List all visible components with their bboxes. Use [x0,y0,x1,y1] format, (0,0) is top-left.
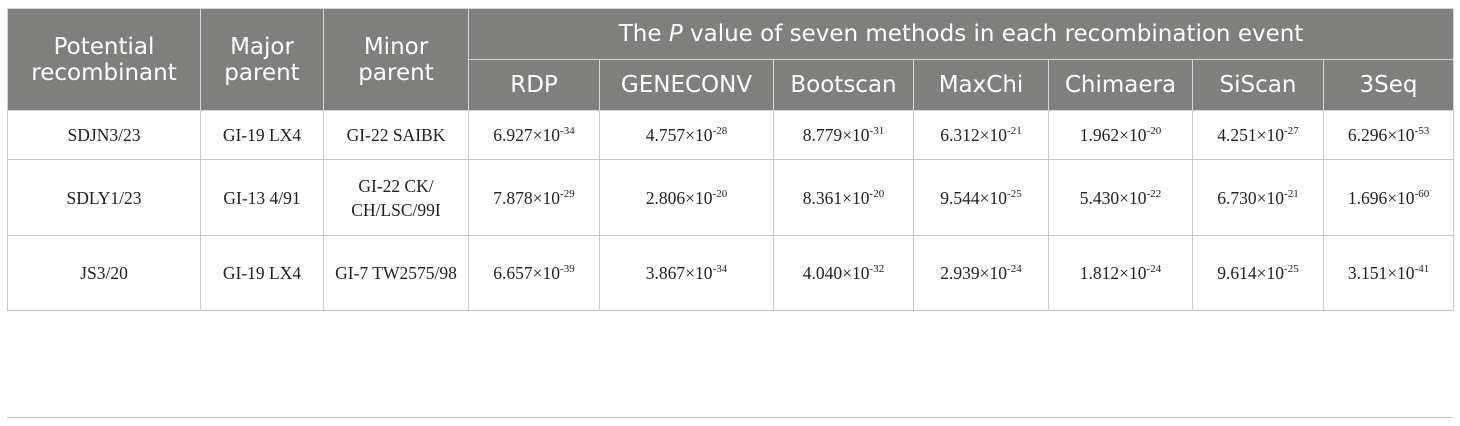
p-mantissa: 4.251×10 [1217,125,1285,145]
p-mantissa: 3.867×10 [645,263,713,283]
cell-p-siscan: 9.614×10-25 [1192,235,1324,311]
cell-major-parent: GI-19 LX4 [200,110,324,160]
header-group-p: P [668,21,683,47]
table-body: SDJN3/23 GI-19 LX4 GI-22 SAIBK 6.927×10-… [7,110,1455,311]
bottom-divider [7,417,1453,418]
header-minor-parent: Minor parent [323,8,469,111]
p-mantissa: 2.806×10 [645,187,713,208]
cell-p-maxchi: 6.312×10-21 [913,110,1049,160]
p-mantissa: 1.696×10 [1347,187,1415,208]
cell-minor-parent: GI-22 CK/ CH/LSC/99I [323,159,469,236]
p-exponent: -25 [1007,187,1022,200]
p-exponent: -34 [560,125,575,137]
table-row: SDJN3/23 GI-19 LX4 GI-22 SAIBK 6.927×10-… [7,110,1455,160]
header-method-geneconv: GENECONV [599,59,774,111]
header-potential-recombinant: Potential recombinant [7,8,201,111]
table-container: Potential recombinant Major parent Minor… [7,8,1455,311]
p-exponent: -60 [1414,187,1430,200]
cell-recombinant: SDLY1/23 [7,159,201,236]
p-exponent: -24 [1146,263,1162,275]
header-p-value-group: The P value of seven methods in each rec… [467,8,1455,60]
header-method-3seq: 3Seq [1322,59,1455,111]
cell-p-3seq: 6.296×10-53 [1322,110,1455,160]
p-exponent: -41 [1414,263,1430,275]
p-mantissa: 1.962×10 [1079,125,1147,145]
cell-p-chimaera: 1.962×10-20 [1048,110,1193,160]
p-mantissa: 7.878×10 [493,187,561,208]
cell-p-bootscan: 4.040×10-32 [773,235,914,311]
p-exponent: -21 [1007,125,1022,137]
p-mantissa: 6.657×10 [493,263,561,283]
p-mantissa: 5.430×10 [1079,187,1147,208]
header-method-rdp: RDP [468,59,600,111]
cell-major-parent: GI-13 4/91 [200,159,324,236]
p-mantissa: 6.927×10 [493,125,561,145]
p-exponent: -32 [869,263,885,275]
cell-p-maxchi: 9.544×10-25 [913,159,1049,236]
p-exponent: -20 [1146,125,1162,137]
cell-minor-parent: GI-7 TW2575/98 [323,235,469,311]
cell-p-geneconv: 2.806×10-20 [599,159,774,236]
header-method-chimaera: Chimaera [1048,59,1193,111]
p-exponent: -28 [712,125,728,137]
cell-p-chimaera: 5.430×10-22 [1048,159,1193,236]
table-row: SDLY1/23 GI-13 4/91 GI-22 CK/ CH/LSC/99I… [7,159,1455,236]
cell-p-maxchi: 2.939×10-24 [913,235,1049,311]
cell-p-siscan: 6.730×10-21 [1192,159,1324,236]
cell-p-bootscan: 8.361×10-20 [773,159,914,236]
p-exponent: -53 [1414,125,1430,137]
cell-p-rdp: 7.878×10-29 [468,159,600,236]
p-exponent: -34 [712,263,728,275]
p-exponent: -24 [1007,263,1022,275]
cell-p-rdp: 6.657×10-39 [468,235,600,311]
p-exponent: -39 [560,263,575,275]
cell-p-chimaera: 1.812×10-24 [1048,235,1193,311]
cell-p-siscan: 4.251×10-27 [1192,110,1324,160]
recombination-table: Potential recombinant Major parent Minor… [7,8,1455,311]
p-exponent: -29 [560,187,575,200]
header-major-parent: Major parent [200,8,324,111]
cell-p-geneconv: 4.757×10-28 [599,110,774,160]
table-header: Potential recombinant Major parent Minor… [7,8,1455,111]
cell-p-3seq: 3.151×10-41 [1322,235,1455,311]
p-mantissa: 3.151×10 [1347,263,1415,283]
p-exponent: -27 [1284,125,1299,137]
header-group-pre: The [618,21,669,47]
p-mantissa: 6.730×10 [1217,187,1285,208]
cell-major-parent: GI-19 LX4 [200,235,324,311]
p-exponent: -20 [869,187,885,200]
p-mantissa: 9.614×10 [1217,263,1285,283]
cell-minor-parent: GI-22 SAIBK [323,110,469,160]
table-row: JS3/20 GI-19 LX4 GI-7 TW2575/98 6.657×10… [7,235,1455,311]
header-method-maxchi: MaxChi [913,59,1049,111]
cell-recombinant: JS3/20 [7,235,201,311]
p-mantissa: 9.544×10 [940,187,1008,208]
p-mantissa: 8.361×10 [802,187,870,208]
header-method-bootscan: Bootscan [773,59,914,111]
p-exponent: -22 [1146,187,1162,200]
p-exponent: -25 [1284,263,1299,275]
p-mantissa: 4.757×10 [645,125,713,145]
p-mantissa: 8.779×10 [802,125,870,145]
cell-recombinant: SDJN3/23 [7,110,201,160]
p-exponent: -31 [869,125,885,137]
cell-p-3seq: 1.696×10-60 [1322,159,1455,236]
cell-p-bootscan: 8.779×10-31 [773,110,914,160]
header-group-post: value of seven methods in each recombina… [682,21,1304,47]
p-mantissa: 2.939×10 [940,263,1008,283]
p-mantissa: 6.312×10 [940,125,1008,145]
p-mantissa: 6.296×10 [1347,125,1415,145]
p-exponent: -20 [712,187,728,200]
p-mantissa: 1.812×10 [1079,263,1147,283]
cell-p-rdp: 6.927×10-34 [468,110,600,160]
cell-p-geneconv: 3.867×10-34 [599,235,774,311]
p-exponent: -21 [1284,187,1299,200]
header-method-siscan: SiScan [1192,59,1324,111]
p-mantissa: 4.040×10 [802,263,870,283]
